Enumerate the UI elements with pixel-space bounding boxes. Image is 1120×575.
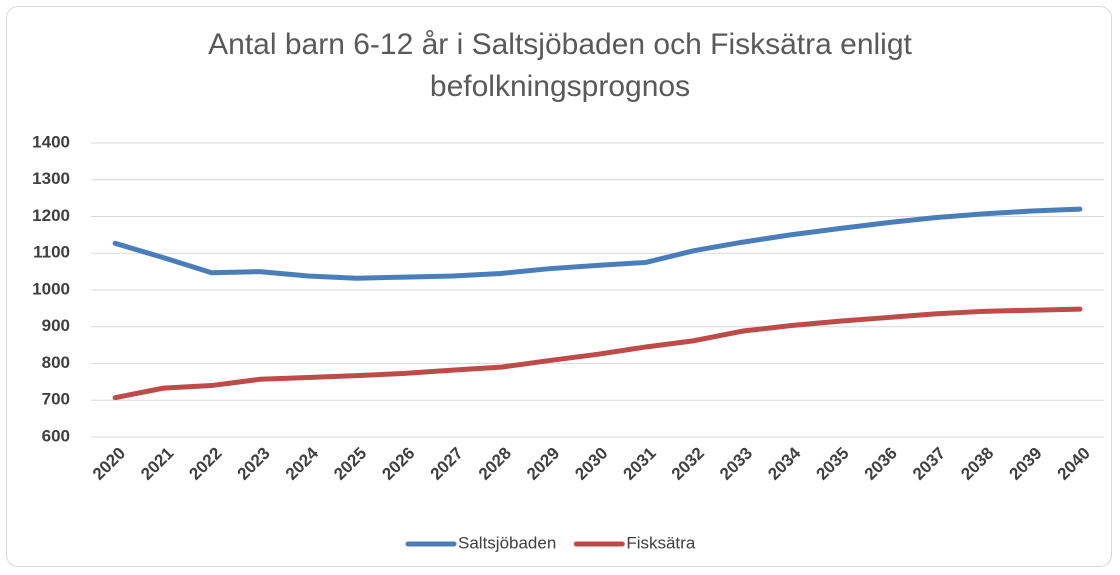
x-tick-label: 2023 <box>234 444 274 484</box>
x-tick-label: 2024 <box>282 443 323 484</box>
x-tick-label: 2038 <box>957 444 997 484</box>
x-tick-label: 2020 <box>89 444 129 484</box>
x-tick-label: 2027 <box>427 444 467 484</box>
y-tick-label: 900 <box>42 316 70 335</box>
x-tick-label: 2029 <box>523 444 563 484</box>
x-tick-label: 2035 <box>813 444 853 484</box>
line-series <box>112 306 1083 401</box>
x-tick-label: 2033 <box>716 444 756 484</box>
y-tick-label: 1200 <box>32 206 70 225</box>
x-tick-label: 2037 <box>909 444 949 484</box>
y-tick-label: 800 <box>42 353 70 372</box>
legend-label: Fisksätra <box>626 533 696 552</box>
x-tick-label: 2026 <box>378 444 418 484</box>
x-tick-label: 2034 <box>764 443 805 484</box>
chart-title: Antal barn 6-12 år i Saltsjöbaden och Fi… <box>208 28 912 103</box>
x-tick-label: 2025 <box>330 444 370 484</box>
x-tick-label: 2028 <box>475 444 515 484</box>
x-tick-label: 2039 <box>1005 444 1045 484</box>
x-tick-label: 2021 <box>137 444 177 484</box>
y-tick-label: 600 <box>42 426 70 445</box>
x-tick-label: 2036 <box>861 444 901 484</box>
x-tick-label: 2032 <box>668 444 708 484</box>
y-tick-label: 1300 <box>32 169 70 188</box>
x-tick-label: 2030 <box>571 444 611 484</box>
x-tick-label: 2022 <box>185 444 225 484</box>
x-tick-label: 2031 <box>620 444 660 484</box>
legend-label: Saltsjöbaden <box>458 533 556 552</box>
y-tick-label: 1100 <box>33 243 70 262</box>
y-tick-label: 700 <box>42 390 70 409</box>
line-series <box>112 206 1083 281</box>
x-tick-label: 2040 <box>1054 444 1094 484</box>
y-tick-label: 1000 <box>32 279 70 298</box>
y-tick-label: 1400 <box>32 132 70 151</box>
chart-frame <box>6 6 1112 567</box>
